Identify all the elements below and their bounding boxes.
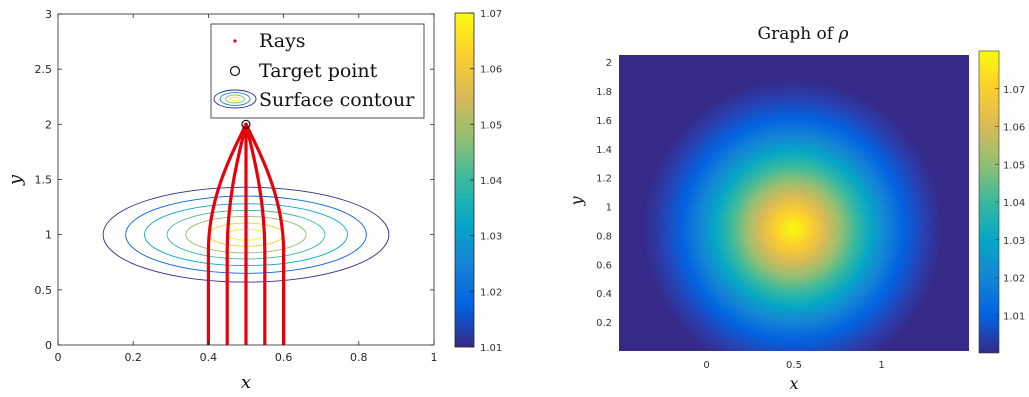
x-tick-label: 1 bbox=[431, 351, 438, 364]
legend-contour-marker bbox=[213, 89, 257, 109]
ray-path bbox=[244, 122, 286, 345]
ray-path bbox=[206, 122, 248, 345]
colorbar-tick-label: 1.07 bbox=[480, 9, 502, 20]
x-tick-label: 0.6 bbox=[275, 351, 293, 364]
colorbar-tick-label: 1.01 bbox=[480, 343, 502, 354]
y-tick-label: 0.5 bbox=[35, 284, 53, 297]
y-tick-label: 1.8 bbox=[596, 87, 612, 98]
right-x-ticks: 0 0.5 1 bbox=[703, 360, 884, 371]
left-plot: 0 0.2 0.4 0.6 0.8 1 0 0.5 1 1.5 2 2.5 3 x y Rays Ta… bbox=[5, 8, 502, 393]
right-plot: Graph of ρ 0 0.5 1 0.20.40.60.811.21.41.61… bbox=[567, 24, 1025, 393]
left-y-axis-label: y bbox=[5, 174, 26, 186]
right-colorbar: 1.01 1.02 1.03 1.04 1.05 1.06 1.07 bbox=[978, 50, 1025, 354]
rays-group bbox=[206, 122, 286, 345]
y-tick-label: 2 bbox=[45, 118, 52, 131]
legend-rays-marker bbox=[233, 39, 237, 43]
colorbar-tick-label: 1.07 bbox=[1003, 85, 1025, 96]
y-tick-label: 1.5 bbox=[35, 174, 53, 187]
x-tick-label: 0.8 bbox=[350, 351, 368, 364]
y-tick-label: 0.4 bbox=[596, 289, 612, 300]
right-x-axis-label: x bbox=[789, 374, 798, 393]
y-tick-label: 1 bbox=[606, 203, 612, 214]
colorbar-tick-label: 1.06 bbox=[480, 65, 502, 76]
legend: Rays Target point Surface contour bbox=[210, 23, 425, 119]
y-tick-label: 2.5 bbox=[35, 63, 53, 76]
colorbar-tick-label: 1.05 bbox=[480, 120, 502, 131]
ray-path bbox=[225, 122, 248, 345]
y-tick-label: 0.8 bbox=[596, 231, 612, 242]
right-y-axis-label: y bbox=[567, 196, 586, 207]
y-tick-label: 1.2 bbox=[596, 174, 612, 185]
colorbar-tick-label: 1.06 bbox=[1003, 123, 1025, 134]
left-x-axis-label: x bbox=[241, 372, 251, 393]
y-tick-label: 0 bbox=[45, 339, 52, 352]
left-y-ticks: 0 0.5 1 1.5 2 2.5 3 bbox=[35, 8, 434, 352]
colorbar-tick-label: 1.02 bbox=[1003, 274, 1025, 285]
right-y-ticks: 0.2 0.4 0.6 0.8 1 1.2 1.4 1.6 1.8 2 bbox=[596, 58, 612, 329]
x-tick-label: 0 bbox=[703, 360, 709, 371]
x-tick-label: 0 bbox=[55, 351, 62, 364]
x-tick-label: 1 bbox=[878, 360, 884, 371]
colorbar-tick-label: 1.01 bbox=[1003, 311, 1025, 322]
y-tick-label: 2 bbox=[606, 58, 612, 69]
y-tick-label: 1 bbox=[45, 229, 52, 242]
legend-target-label: Target point bbox=[259, 60, 378, 82]
y-tick-label: 1.6 bbox=[596, 116, 612, 127]
y-tick-label: 0.2 bbox=[596, 318, 612, 329]
x-tick-label: 0.2 bbox=[124, 351, 142, 364]
legend-target-marker bbox=[229, 65, 241, 77]
legend-contour-label: Surface contour bbox=[259, 89, 415, 111]
right-colorbar-ticks: 1.01 1.02 1.03 1.04 1.05 1.06 1.07 bbox=[995, 85, 1025, 322]
x-tick-label: 0.5 bbox=[786, 360, 802, 371]
y-tick-label: 0.6 bbox=[596, 260, 612, 271]
colorbar-tick-label: 1.04 bbox=[1003, 198, 1025, 209]
colorbar-tick-label: 1.04 bbox=[480, 176, 502, 187]
y-tick-label: 3 bbox=[45, 8, 52, 21]
legend-box bbox=[210, 23, 425, 119]
target-point-marker bbox=[241, 119, 251, 129]
colorbar-tick-label: 1.05 bbox=[1003, 160, 1025, 171]
left-colorbar-ticks: 1.01 1.02 1.03 1.04 1.05 1.06 1.07 bbox=[470, 9, 502, 354]
rho-heatmap bbox=[619, 55, 969, 351]
colorbar-tick-label: 1.03 bbox=[480, 232, 502, 243]
left-x-ticks: 0 0.2 0.4 0.6 0.8 1 bbox=[55, 14, 438, 364]
colorbar-tick-label: 1.03 bbox=[1003, 236, 1025, 247]
y-tick-label: 1.4 bbox=[596, 145, 612, 156]
x-tick-label: 0.4 bbox=[200, 351, 218, 364]
ray-path bbox=[244, 122, 267, 345]
right-plot-title: Graph of ρ bbox=[757, 24, 848, 44]
target-point-group bbox=[241, 119, 251, 129]
colorbar-tick-label: 1.02 bbox=[480, 287, 502, 298]
left-colorbar: 1.01 1.02 1.03 1.04 1.05 1.06 1.07 bbox=[454, 9, 502, 354]
legend-rays-label: Rays bbox=[259, 30, 306, 52]
